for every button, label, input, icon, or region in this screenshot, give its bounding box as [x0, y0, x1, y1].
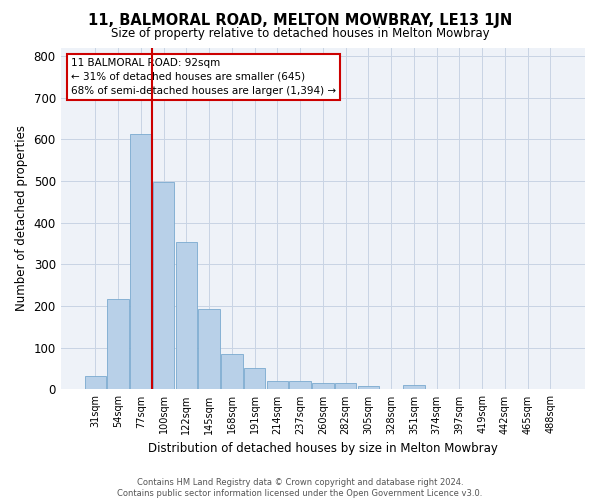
Bar: [335, 383, 356, 390]
Text: 11, BALMORAL ROAD, MELTON MOWBRAY, LE13 1JN: 11, BALMORAL ROAD, MELTON MOWBRAY, LE13 …: [88, 12, 512, 28]
Bar: [358, 386, 379, 390]
Bar: [198, 310, 220, 390]
Text: 11 BALMORAL ROAD: 92sqm
← 31% of detached houses are smaller (645)
68% of semi-d: 11 BALMORAL ROAD: 92sqm ← 31% of detache…: [71, 58, 336, 96]
Bar: [176, 242, 197, 390]
Bar: [130, 134, 152, 390]
Y-axis label: Number of detached properties: Number of detached properties: [15, 126, 28, 312]
Bar: [107, 298, 129, 390]
Text: Contains HM Land Registry data © Crown copyright and database right 2024.
Contai: Contains HM Land Registry data © Crown c…: [118, 478, 482, 498]
Bar: [153, 182, 175, 390]
Bar: [221, 354, 242, 390]
Text: Size of property relative to detached houses in Melton Mowbray: Size of property relative to detached ho…: [110, 28, 490, 40]
Bar: [312, 383, 334, 390]
X-axis label: Distribution of detached houses by size in Melton Mowbray: Distribution of detached houses by size …: [148, 442, 498, 455]
Bar: [85, 376, 106, 390]
Bar: [266, 381, 288, 390]
Bar: [244, 368, 265, 390]
Bar: [403, 386, 425, 390]
Bar: [289, 381, 311, 390]
